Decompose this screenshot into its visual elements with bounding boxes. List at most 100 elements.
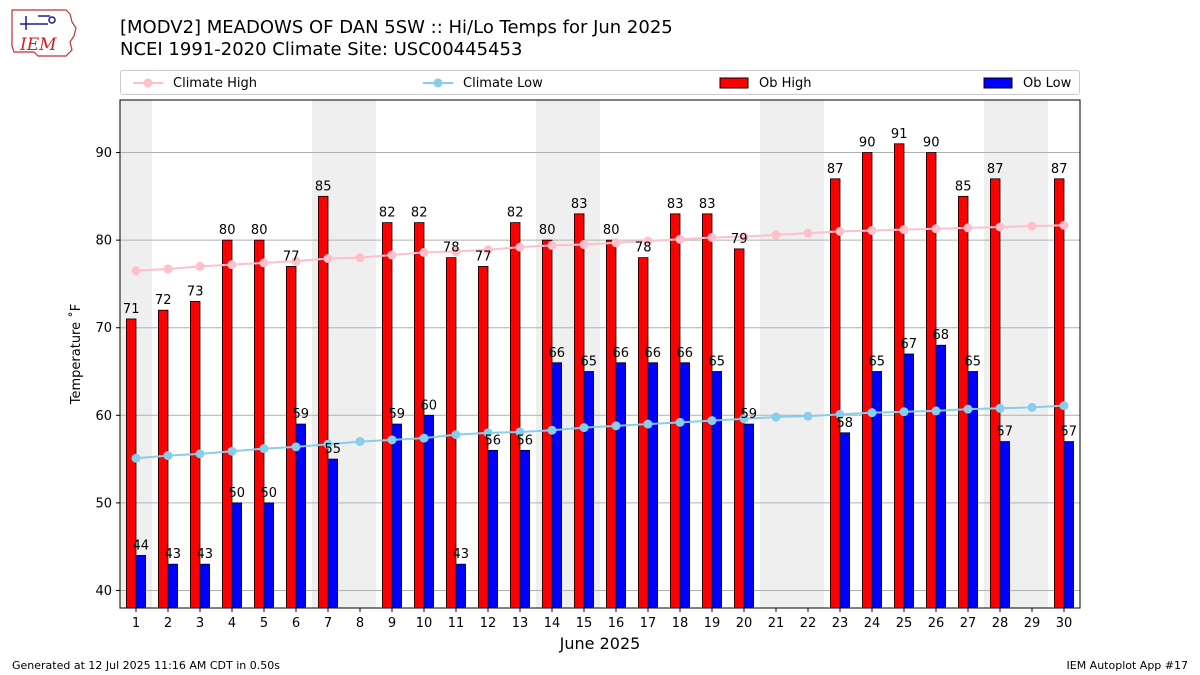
x-tick-label: 13 [512, 616, 529, 631]
climate-high-point [163, 264, 173, 274]
ob-high-label: 85 [315, 179, 332, 194]
chart-title-block: [MODV2] MEADOWS OF DAN 5SW :: Hi/Lo Temp… [120, 17, 673, 61]
ob-high-bar [1054, 178, 1065, 609]
x-tick-label: 17 [640, 616, 657, 631]
ob-high-label: 72 [155, 293, 172, 308]
ob-high-bar [574, 213, 585, 609]
ob-low-label: 56 [517, 433, 534, 448]
ob-low-bar [423, 414, 435, 609]
climate-high-point [227, 260, 237, 270]
ob-high-bar [413, 222, 425, 609]
ob-high-label: 82 [507, 206, 524, 221]
climate-low-point [227, 446, 237, 456]
ob-high-label: 82 [411, 206, 428, 221]
ob-low-label: 57 [997, 425, 1014, 440]
climate-high-point [707, 233, 717, 243]
ob-high-bar [638, 257, 649, 609]
climate-high-point [387, 250, 397, 260]
ob-low-bar [903, 353, 915, 609]
x-tick-label: 24 [864, 616, 881, 631]
x-tick-label: 19 [704, 616, 721, 631]
y-tick-label: 90 [95, 146, 112, 161]
ob-high-bar [509, 222, 521, 609]
ob-low-label: 65 [869, 355, 886, 370]
climate-high-point [195, 261, 205, 271]
climate-high-point [835, 226, 845, 236]
ob-low-bar [551, 362, 563, 609]
climate-low-point [195, 449, 205, 459]
climate-low-point [995, 403, 1005, 413]
ob-low-label: 43 [165, 547, 182, 562]
ob-high-label: 80 [251, 223, 268, 238]
ob-low-bar [711, 371, 723, 609]
ob-high-label: 77 [475, 249, 492, 264]
x-tick-label: 6 [292, 616, 300, 631]
ob-high-bar [253, 239, 265, 609]
ob-low-bar [871, 371, 883, 609]
ob-high-bar [990, 178, 1001, 609]
ob-high-label: 73 [187, 284, 204, 299]
x-tick-label: 30 [1056, 616, 1073, 631]
ob-low-bar [935, 344, 947, 609]
ob-high-bar [221, 239, 233, 609]
climate-low-point [131, 453, 141, 463]
ob-high-label: 79 [731, 232, 748, 247]
ob-low-bar [743, 423, 755, 609]
x-tick-label: 2 [164, 616, 172, 631]
ob-high-label: 78 [443, 241, 460, 256]
legend-climate-low: Climate Low [423, 74, 543, 92]
ob-high-label: 71 [123, 302, 140, 317]
ob-low-bar [167, 563, 179, 609]
climate-high-point [771, 230, 781, 240]
climate-high-point [1059, 220, 1069, 230]
ob-high-label: 80 [219, 223, 236, 238]
ob-high-bar [862, 152, 873, 609]
ob-low-bar [135, 555, 147, 609]
x-tick-label: 11 [448, 616, 465, 631]
ob-low-label: 66 [549, 346, 566, 361]
chart-subtitle: NCEI 1991-2020 Climate Site: USC00445453 [120, 39, 523, 60]
climate-low-point [707, 416, 717, 426]
ob-high-bar [926, 152, 937, 609]
ob-high-bar [126, 318, 137, 609]
ob-low-label: 65 [581, 355, 598, 370]
ob-low-bar [647, 362, 659, 609]
y-axis-label: Temperature ˚F [68, 304, 84, 405]
x-tick-label: 21 [768, 616, 785, 631]
ob-high-bar [958, 195, 969, 609]
climate-low-point [259, 444, 269, 454]
climate-high-point [643, 236, 653, 246]
ob-high-label: 78 [635, 241, 652, 256]
y-tick-label: 40 [95, 584, 112, 599]
ob-low-label: 43 [453, 547, 470, 562]
legend-ob-low: Ob Low [983, 74, 1071, 92]
x-tick-label: 10 [416, 616, 433, 631]
legend: Climate High Climate Low Ob High Ob Low [120, 70, 1080, 95]
climate-high-point [483, 245, 493, 255]
x-tick-label: 28 [992, 616, 1009, 631]
climate-high-point [131, 266, 141, 276]
ob-high-label: 80 [539, 223, 556, 238]
legend-label: Ob High [759, 75, 812, 91]
x-tick-label: 3 [196, 616, 204, 631]
x-tick-label: 8 [356, 616, 364, 631]
x-axis-label: June 2025 [559, 634, 641, 653]
x-tick-label: 25 [896, 616, 913, 631]
climate-high-point [995, 222, 1005, 232]
climate-high-point [323, 254, 333, 264]
climate-high-point [803, 228, 813, 238]
ob-high-label: 90 [859, 136, 876, 151]
climate-high-point [931, 224, 941, 234]
ob-high-label: 91 [891, 127, 908, 142]
ob-low-label: 44 [133, 538, 150, 553]
ob-low-label: 50 [229, 486, 246, 501]
ob-high-label: 87 [987, 162, 1004, 177]
ob-high-bar [702, 213, 713, 609]
climate-low-point [579, 423, 589, 433]
climate-low-point [963, 404, 973, 414]
climate-low-point [355, 437, 365, 447]
x-tick-label: 18 [672, 616, 689, 631]
ob-high-bar [894, 143, 905, 609]
ob-high-label: 83 [699, 197, 716, 212]
x-tick-label: 4 [228, 616, 236, 631]
